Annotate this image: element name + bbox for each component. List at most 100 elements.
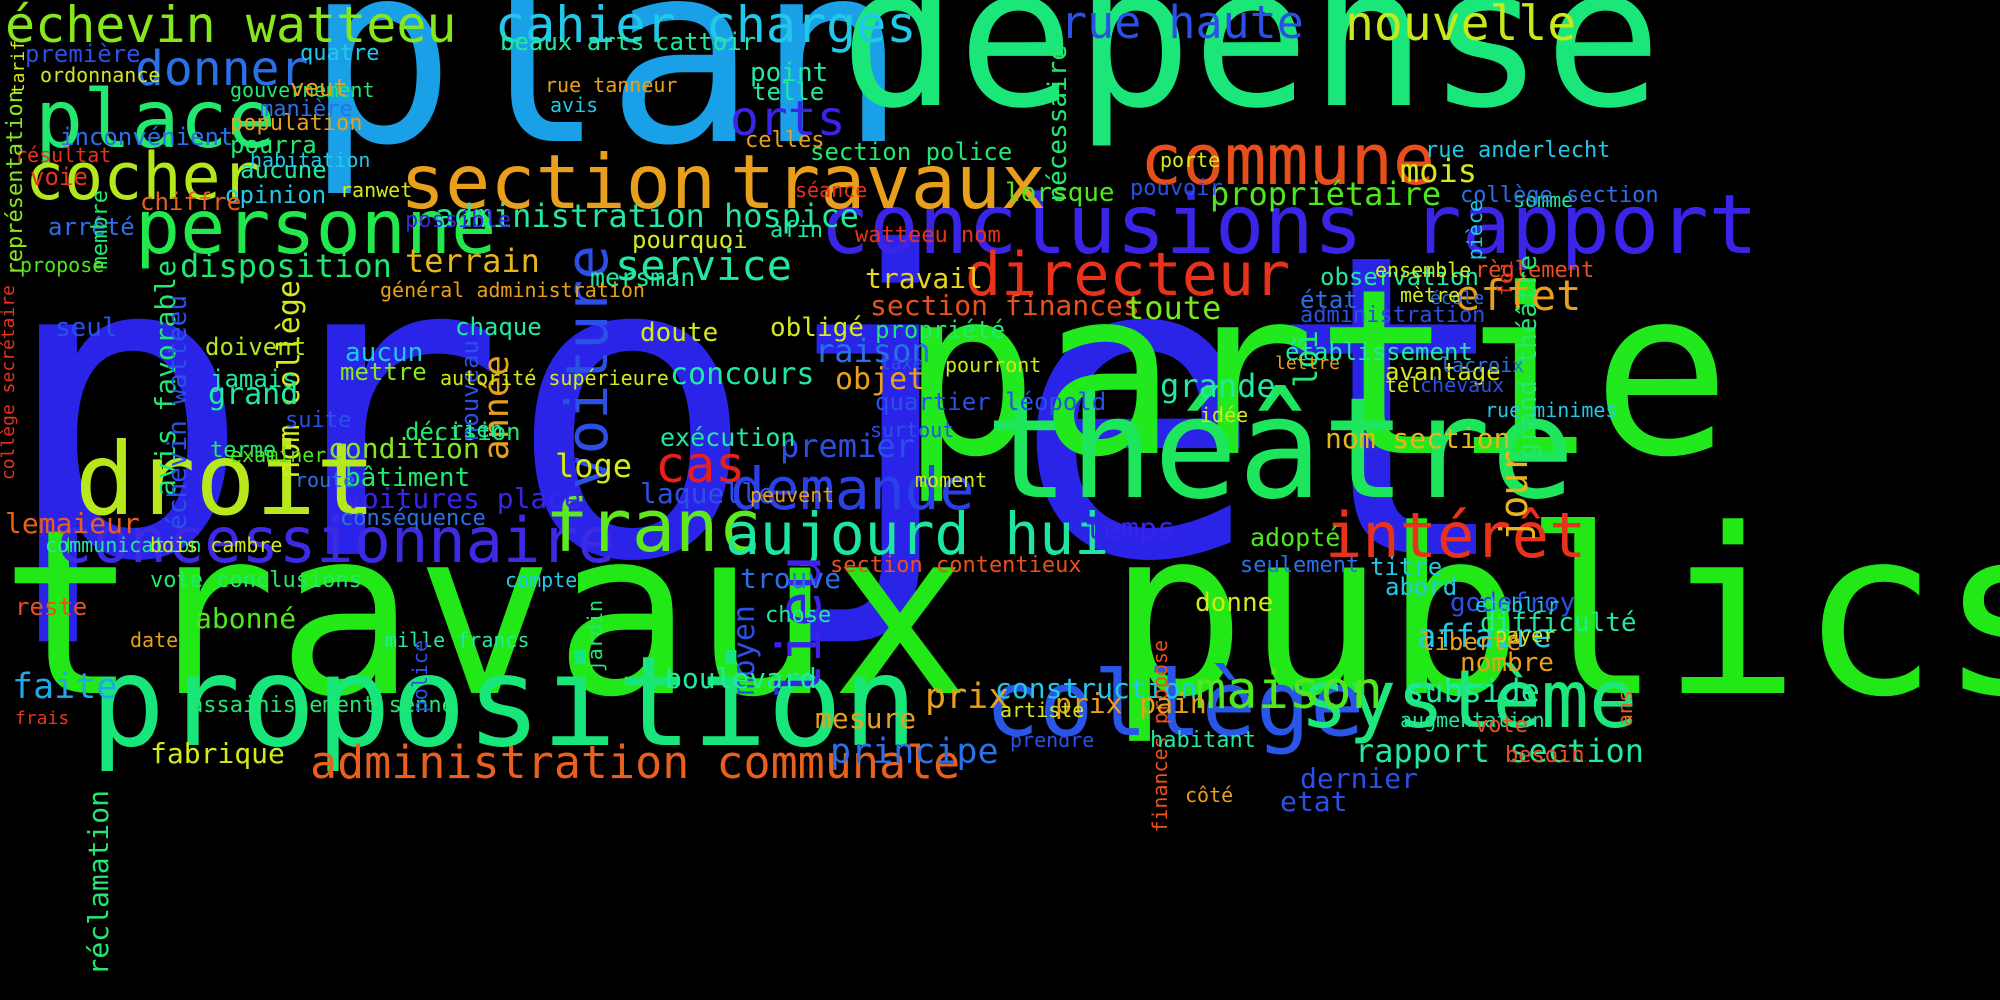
word: beaux arts [500,28,645,56]
word: section contentieux [830,553,1082,578]
word: pourra [230,131,317,159]
word: échevin watteeu [163,295,193,530]
word: travaux [730,138,1047,226]
word: chevaux [1420,373,1505,397]
word: mettre [340,358,427,386]
word: date [130,628,179,652]
word: watteeu nom [855,223,1001,248]
word: celles [745,128,825,153]
word: collège [985,652,1365,757]
word: représentation [3,90,28,276]
word: abonné [195,602,297,635]
word: mille francs [385,628,530,652]
word: aujourd hui [725,500,1110,568]
word: foi [1493,260,1517,297]
word: état [1300,286,1358,314]
word: première [25,40,141,68]
word: résultat [15,143,112,167]
word: grande [1160,367,1276,405]
word: abord [1385,573,1458,601]
word: établir [1475,593,1560,617]
word: disposition [180,247,392,285]
word: laquelle [640,477,775,510]
word: effet [1455,271,1582,320]
word: avis [550,93,599,117]
word: conséquence [340,506,486,531]
word: point [750,58,829,88]
word: pourquoi [632,226,748,254]
word: reste [15,593,88,621]
word: habitant [1150,728,1256,753]
word: artiste [1000,698,1085,722]
word: prix pain [1055,687,1207,720]
word: pourront [945,353,1042,377]
word: assainissement senne [190,693,455,718]
word: section finances [870,289,1140,322]
word: administration [1300,303,1486,328]
word: voitures place [345,482,582,515]
word: administration communale [310,736,961,789]
word: ensemble [1375,258,1472,282]
word: chiffre [140,188,242,216]
word: aucune [240,156,327,184]
word: rue anderlecht [1425,138,1611,163]
word: doivent [205,333,307,361]
word: propriétaire [1210,175,1442,213]
word: lorsque [1005,178,1115,208]
word: chaque [455,313,542,341]
word: pouvoir [1130,176,1223,201]
word: titre [1370,553,1443,581]
word: suite [285,408,352,433]
word: commune [1140,119,1436,201]
word: objet [835,362,926,397]
word: section police [810,138,1013,166]
word: quartier léopold [875,388,1107,416]
word: police [408,640,432,713]
word: projet [0,165,1518,654]
word: place [35,73,276,166]
word: prix [925,677,1010,717]
word: arrêté [48,213,135,241]
word: taxe [880,353,924,374]
word: voie [30,163,88,191]
word: établissement [1285,338,1473,366]
word: orts [730,91,846,147]
word: séance [795,178,868,202]
word: veut [290,74,348,102]
word: grand [208,377,299,412]
word: nom section [1325,422,1511,455]
word: bois cambre [150,533,283,557]
word: idée [1200,403,1249,427]
word: principe [830,732,999,772]
word: chose [765,603,832,628]
word: examiner [230,443,327,467]
word: etat [1280,785,1348,818]
word: franc [545,484,762,568]
word: échevin watteeu [5,0,457,54]
word: propose [20,253,105,277]
word: dépense [840,0,1662,151]
word: donner [135,41,309,97]
word: augmentation [1400,708,1545,732]
word: habitation [250,148,371,172]
word: besoin [1505,743,1585,768]
word: administration hospice [435,197,859,235]
word: doute [640,318,719,348]
word: avantage [1385,358,1501,386]
word: afin [770,218,823,243]
word: seulement [1240,553,1360,578]
word: moment [915,468,988,492]
word: ranwet [340,178,413,202]
word: fabrique [150,737,285,770]
word: possible [405,208,511,233]
word: décision [405,418,521,446]
word: prendre [1010,728,1095,752]
word: autorité supérieure [440,366,669,390]
word: intérêt [1325,499,1587,572]
word: vote conclusions [150,568,362,593]
word: premier [780,427,915,465]
word: rue tanneur [545,73,678,97]
word: liberté [1420,628,1522,656]
word: boulevard [665,662,817,695]
word: route [295,468,356,492]
